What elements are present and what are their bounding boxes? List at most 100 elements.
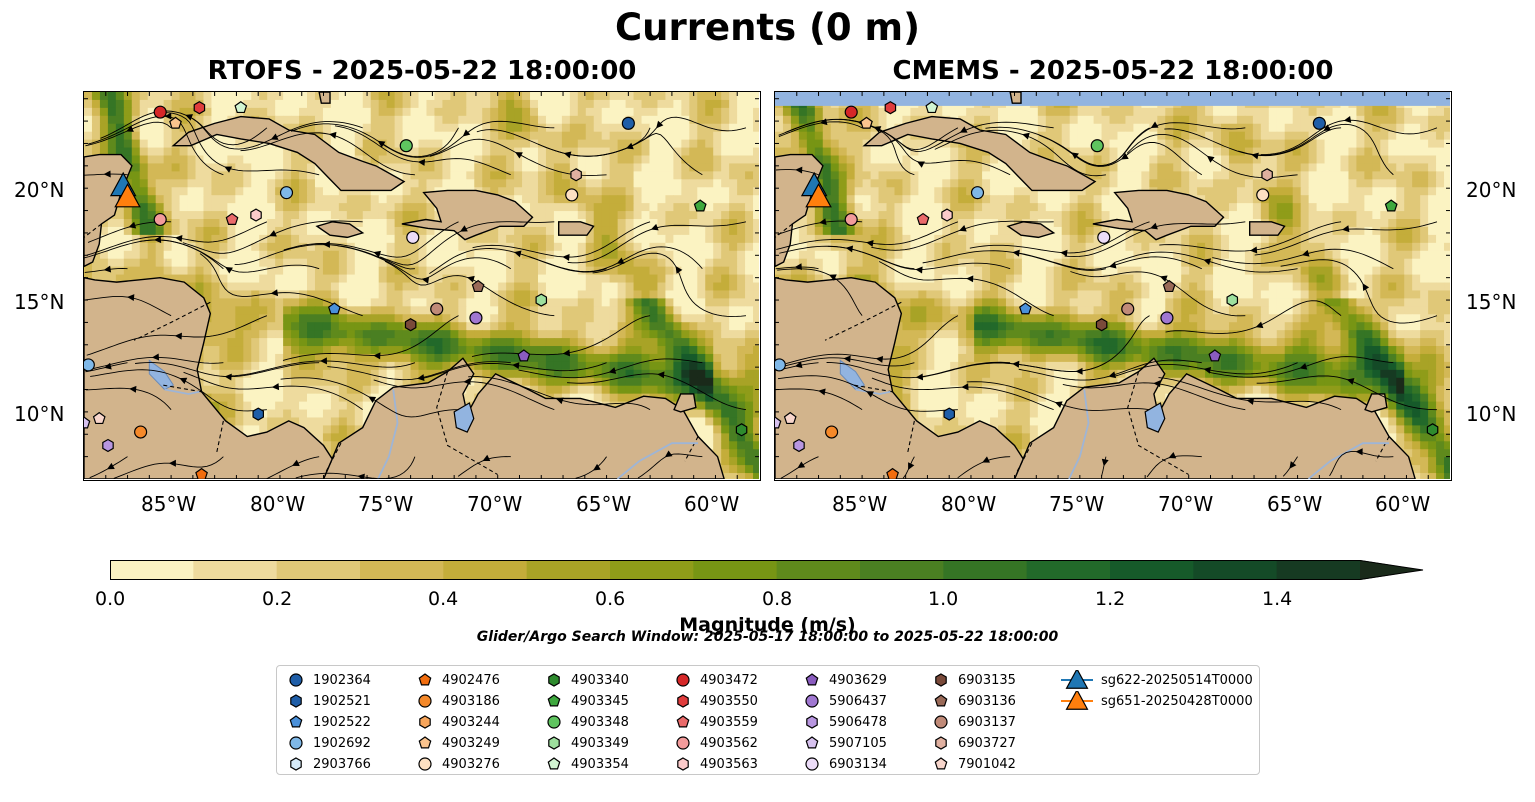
argo-float-marker[interactable] (1312, 116, 1326, 130)
argo-float-marker[interactable] (886, 467, 899, 479)
legend-entry: 5907105 (803, 733, 887, 753)
argo-float-marker[interactable] (1426, 423, 1439, 437)
argo-float-marker[interactable] (535, 293, 548, 307)
argo-float-marker[interactable] (916, 212, 930, 225)
argo-float-marker[interactable] (565, 188, 579, 202)
legend-entry: 6903137 (932, 712, 1016, 732)
search-window-caption: Glider/Argo Search Window: 2025-05-17 18… (476, 629, 1059, 645)
argo-float-marker[interactable] (884, 101, 897, 115)
legend-entry-label: 4903629 (829, 672, 887, 688)
argo-float-marker[interactable] (84, 416, 91, 429)
colorbar-bin (1110, 560, 1194, 580)
argo-float-marker[interactable] (404, 318, 417, 332)
legend-entry: 1902692 (287, 733, 371, 753)
colorbar-bin (1276, 560, 1361, 580)
glider-marker[interactable] (114, 182, 141, 208)
legend-entry-label: sg651-20250428T0000 (1101, 693, 1253, 709)
colorbar-bin (776, 560, 861, 580)
legend-entry: 4903354 (545, 754, 629, 774)
argo-float-marker[interactable] (1162, 279, 1176, 293)
legend-entry-label: 4903472 (700, 672, 758, 688)
legend-entry-label: 1902364 (313, 672, 371, 688)
argo-float-marker[interactable] (775, 416, 782, 429)
argo-float-marker[interactable] (1226, 293, 1239, 307)
argo-float-marker[interactable] (570, 168, 582, 182)
circle-marker-icon (418, 757, 432, 771)
argo-float-marker[interactable] (1019, 302, 1032, 315)
argo-float-marker[interactable] (943, 407, 955, 421)
argo-markers (775, 100, 1439, 479)
argo-float-marker[interactable] (406, 230, 420, 244)
lon-label-right-75: 75°W (1049, 492, 1105, 516)
argo-float-marker[interactable] (793, 438, 805, 453)
argo-float-marker[interactable] (471, 279, 485, 293)
argo-float-marker[interactable] (735, 423, 748, 437)
argo-float-marker[interactable] (1097, 230, 1111, 244)
legend-entry: 2903766 (287, 754, 371, 774)
argo-float-marker[interactable] (250, 208, 262, 222)
colorbar-bin (1026, 560, 1111, 580)
argo-float-marker[interactable] (1160, 311, 1174, 325)
circle-marker-icon (805, 694, 819, 708)
legend-entry: 4903562 (674, 733, 758, 753)
colorbar-bin (860, 560, 944, 580)
argo-float-marker[interactable] (134, 425, 148, 439)
panel-title-cmems: CMEMS - 2025-05-22 18:00:00 (892, 56, 1334, 86)
argo-float-marker[interactable] (970, 186, 985, 200)
colorbar-bin (276, 560, 361, 580)
circle-marker-icon (289, 673, 303, 687)
argo-float-marker[interactable] (621, 116, 635, 130)
map-cmems[interactable] (774, 91, 1452, 481)
argo-float-marker[interactable] (941, 208, 953, 222)
argo-float-marker[interactable] (1208, 349, 1222, 362)
circle-marker-icon (805, 757, 819, 771)
argo-float-marker[interactable] (925, 100, 939, 114)
legend-entry: 4903563 (674, 754, 758, 774)
argo-float-marker[interactable] (517, 349, 531, 362)
hexagon-marker-icon (677, 757, 689, 771)
colorbar-tick-0: 0.0 (95, 588, 126, 610)
circle-marker-icon (547, 715, 561, 729)
map-rtofs[interactable] (83, 91, 761, 481)
argo-float-marker[interactable] (279, 186, 294, 200)
argo-float-marker[interactable] (399, 139, 413, 153)
pentagon-marker-icon (289, 715, 303, 728)
circle-marker-icon (676, 736, 690, 750)
argo-float-marker[interactable] (225, 212, 239, 225)
argo-float-marker[interactable] (693, 199, 707, 212)
argo-float-marker[interactable] (469, 311, 483, 325)
argo-float-marker[interactable] (825, 425, 839, 439)
argo-float-marker[interactable] (328, 302, 341, 315)
argo-float-marker[interactable] (102, 438, 114, 453)
colorbar-bin (526, 560, 611, 580)
pentagon-marker-icon (934, 757, 948, 770)
argo-float-marker[interactable] (92, 411, 106, 425)
argo-float-marker[interactable] (1095, 318, 1108, 332)
argo-float-marker[interactable] (860, 116, 873, 129)
legend-entry: 1902521 (287, 691, 371, 711)
argo-float-marker[interactable] (84, 358, 95, 372)
glider-marker[interactable] (805, 182, 832, 208)
argo-float-marker[interactable] (153, 105, 167, 119)
argo-float-marker[interactable] (252, 407, 264, 421)
argo-float-marker[interactable] (193, 101, 206, 115)
argo-float-marker[interactable] (169, 116, 182, 129)
argo-float-marker[interactable] (1121, 302, 1135, 316)
argo-float-marker[interactable] (1261, 168, 1273, 182)
argo-float-marker[interactable] (234, 100, 248, 114)
lake-maracaibo (453, 402, 475, 433)
argo-float-marker[interactable] (844, 212, 858, 227)
argo-float-marker[interactable] (844, 105, 858, 119)
legend-entry-label: 1902692 (313, 735, 371, 751)
argo-float-marker[interactable] (195, 467, 208, 479)
argo-float-marker[interactable] (783, 411, 797, 425)
argo-float-marker[interactable] (1384, 199, 1398, 212)
pentagon-marker-icon (805, 736, 819, 749)
lon-label-left-70: 70°W (467, 492, 523, 516)
argo-float-marker[interactable] (430, 302, 444, 316)
argo-float-marker[interactable] (775, 358, 786, 372)
argo-float-marker[interactable] (153, 212, 167, 227)
legend-entry-label: 4903349 (571, 735, 629, 751)
argo-float-marker[interactable] (1256, 188, 1270, 202)
argo-float-marker[interactable] (1090, 139, 1104, 153)
